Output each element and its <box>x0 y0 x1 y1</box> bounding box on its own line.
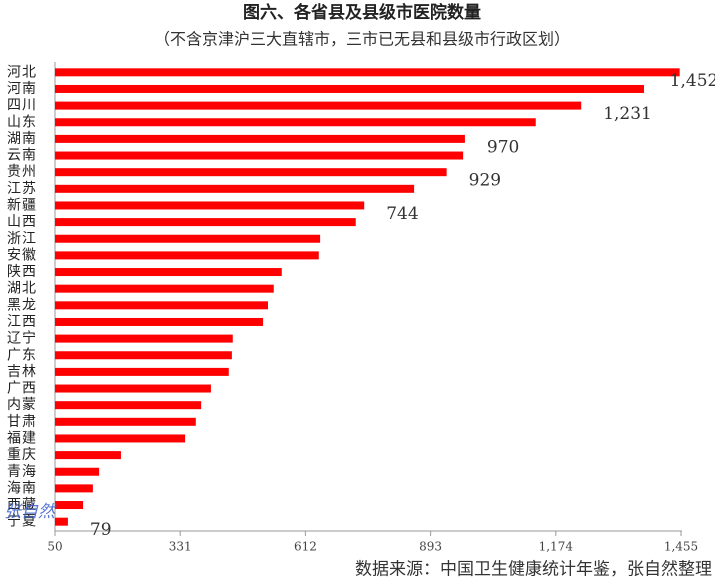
y-tick-label: 贵州 <box>7 164 37 180</box>
x-tick-label: 1,174 <box>539 540 574 554</box>
value-label: 744 <box>386 204 418 224</box>
bar <box>55 367 229 376</box>
x-tick-label: 50 <box>47 540 62 554</box>
chart-title: 图六、各省县及县级市医院数量 <box>243 2 481 23</box>
bar <box>55 451 121 460</box>
y-tick-label: 陕西 <box>7 264 37 280</box>
bar <box>55 467 100 476</box>
y-tick-label: 黑龙 <box>7 297 37 313</box>
bar <box>55 218 356 227</box>
value-label: 1,231 <box>603 104 652 124</box>
y-tick-label: 海南 <box>7 480 37 496</box>
y-tick-label: 西藏 <box>7 497 37 513</box>
bar <box>55 168 447 177</box>
y-tick-label: 湖南 <box>7 131 37 147</box>
y-tick-label: 吉林 <box>7 364 37 380</box>
bar <box>55 184 415 193</box>
bar <box>55 501 84 510</box>
y-tick-label: 青海 <box>7 464 37 480</box>
y-tick-label: 宁夏 <box>7 513 37 530</box>
y-tick-label: 江西 <box>7 314 37 330</box>
y-tick-label: 广西 <box>7 381 37 397</box>
bar <box>55 334 233 343</box>
x-tick-label: 1,455 <box>664 540 698 554</box>
bar <box>55 101 582 110</box>
bar <box>55 484 93 493</box>
y-tick-label: 山西 <box>7 214 37 230</box>
bar <box>55 84 645 93</box>
y-tick-label: 湖北 <box>7 281 37 297</box>
bar <box>55 351 232 360</box>
y-tick-label: 广东 <box>7 347 37 363</box>
bar <box>55 251 319 260</box>
bar <box>55 417 196 426</box>
y-tick-label: 江苏 <box>7 181 37 197</box>
bar <box>55 301 268 310</box>
bar <box>55 201 365 210</box>
bar <box>55 151 464 160</box>
bar <box>55 517 68 526</box>
y-tick-label: 四川 <box>7 98 37 114</box>
value-label: 1,452 <box>670 71 715 91</box>
y-tick-label: 新疆 <box>7 197 37 213</box>
watermark: 张自然 <box>4 502 57 522</box>
bar <box>55 384 211 393</box>
value-label: 929 <box>469 171 501 191</box>
y-tick-label: 甘肃 <box>7 414 37 430</box>
bar <box>55 234 321 243</box>
y-tick-label: 福建 <box>7 430 37 446</box>
y-tick-label: 安徽 <box>7 247 37 263</box>
x-tick-label: 893 <box>419 540 442 554</box>
chart-subtitle: （不含京津沪三大直辖市，三市已无县和县级市行政区划） <box>154 30 570 49</box>
y-tick-label: 河北 <box>7 64 37 80</box>
bar <box>55 118 536 127</box>
y-tick-label: 山东 <box>7 114 37 130</box>
y-tick-label: 辽宁 <box>7 330 37 347</box>
y-tick-label: 河南 <box>7 81 37 97</box>
bar <box>55 134 465 143</box>
y-tick-label: 内蒙 <box>7 397 37 413</box>
x-tick-label: 612 <box>294 540 317 554</box>
bar <box>55 401 202 410</box>
bar <box>55 284 274 293</box>
value-label: 79 <box>90 520 112 540</box>
source-note: 数据来源：中国卫生健康统计年鉴，张自然整理 <box>355 560 712 580</box>
y-tick-label: 重庆 <box>7 447 37 463</box>
y-tick-label: 云南 <box>7 148 37 164</box>
value-label: 970 <box>487 137 519 157</box>
x-tick-label: 331 <box>169 540 192 554</box>
bar <box>55 434 186 443</box>
bar <box>55 268 282 277</box>
y-tick-label: 浙江 <box>7 231 37 247</box>
bar <box>55 317 264 326</box>
bar <box>55 68 680 77</box>
